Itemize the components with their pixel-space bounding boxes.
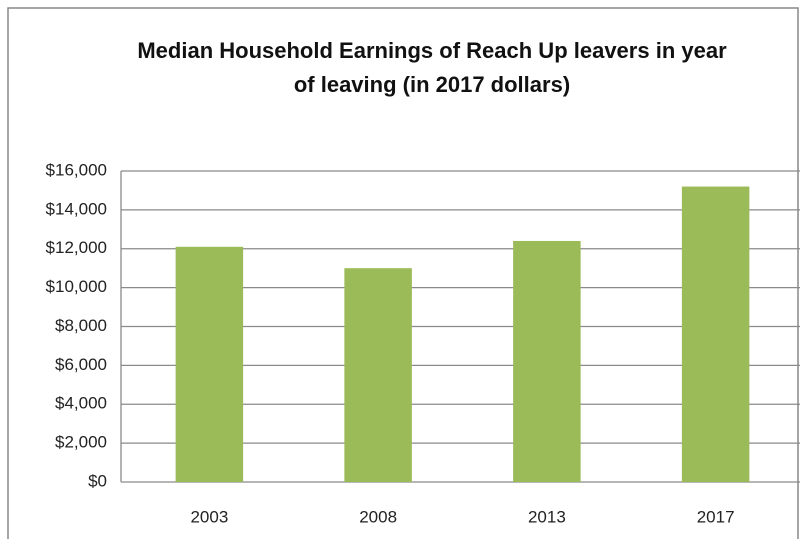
x-tick-label: 2003 bbox=[190, 507, 228, 526]
y-tick-label: $8,000 bbox=[55, 316, 107, 335]
y-tick-label: $2,000 bbox=[55, 433, 107, 452]
y-tick-label: $16,000 bbox=[46, 160, 107, 179]
y-tick-label: $10,000 bbox=[46, 277, 107, 296]
y-tick-label: $0 bbox=[88, 471, 107, 490]
x-tick-label: 2017 bbox=[697, 507, 735, 526]
y-tick-label: $6,000 bbox=[55, 355, 107, 374]
y-tick-label: $12,000 bbox=[46, 238, 107, 257]
x-tick-label: 2013 bbox=[528, 507, 566, 526]
bar bbox=[681, 186, 750, 483]
bar bbox=[175, 246, 244, 482]
y-tick-label: $4,000 bbox=[55, 394, 107, 413]
bar bbox=[344, 268, 412, 482]
y-tick-label: $14,000 bbox=[46, 199, 107, 218]
chart-title: of leaving (in 2017 dollars) bbox=[294, 72, 570, 97]
x-tick-label: 2008 bbox=[359, 507, 397, 526]
chart-title: Median Household Earnings of Reach Up le… bbox=[137, 38, 727, 63]
bar bbox=[513, 240, 581, 482]
